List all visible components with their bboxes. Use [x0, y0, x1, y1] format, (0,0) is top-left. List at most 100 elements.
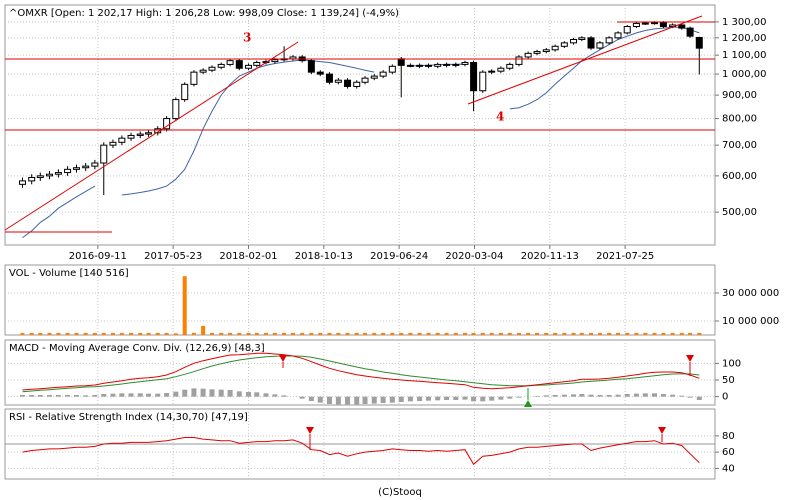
volume-bar	[254, 332, 259, 335]
histogram-bar	[254, 392, 260, 397]
histogram-bar	[335, 396, 341, 405]
volume-bar	[74, 332, 79, 335]
histogram-bar	[597, 395, 603, 397]
x-tick-label: 2020-03-04	[445, 251, 503, 262]
histogram-bar	[462, 396, 468, 400]
candle-body	[172, 99, 180, 120]
volume-bar	[56, 332, 61, 335]
histogram-bar	[83, 395, 89, 397]
volume-bar	[634, 332, 639, 335]
candle-body	[199, 69, 207, 73]
y-tick-label: 900,00	[722, 90, 757, 101]
histogram-bar	[552, 395, 558, 397]
candle-body	[596, 42, 604, 49]
histogram-bar	[579, 394, 585, 397]
histogram-bar	[371, 396, 377, 404]
volume-bar	[489, 332, 494, 335]
candle-body	[190, 71, 198, 85]
y-tick-label: 700,00	[722, 140, 757, 151]
volume-bar	[363, 332, 368, 335]
volume-bar	[526, 332, 531, 335]
x-tick-label: 2018-10-13	[295, 251, 353, 262]
volume-bar	[507, 332, 512, 335]
candle-body	[416, 64, 424, 67]
buy-signal	[524, 400, 532, 407]
histogram-bar	[380, 396, 386, 403]
x-tick-label: 2017-05-23	[144, 251, 202, 262]
x-tick-label: 2019-06-24	[370, 251, 428, 262]
volume-bar	[201, 325, 206, 335]
volume-bar	[336, 332, 341, 335]
candle-body	[524, 52, 532, 58]
histogram-bar	[101, 394, 107, 397]
candle-body	[515, 56, 523, 65]
footer: (C)Stooq	[378, 487, 422, 498]
histogram-bar	[480, 396, 486, 402]
candle-body	[497, 67, 505, 72]
histogram-bar	[543, 395, 549, 397]
volume-bar	[597, 332, 602, 335]
panel-title: VOL - Volume [140 516]	[9, 268, 129, 279]
candle-body	[181, 83, 189, 101]
histogram-bar	[119, 393, 125, 397]
volume-bar	[544, 332, 549, 335]
histogram-bar	[354, 396, 360, 405]
y-tick-label: 1 300,00	[722, 17, 767, 28]
y-tick-label: 10 000 000	[722, 316, 779, 327]
volume-bar	[399, 332, 404, 335]
volume-bar	[372, 332, 377, 335]
volume-bar	[129, 332, 134, 335]
histogram-bar	[660, 394, 666, 397]
sell-signal	[686, 355, 694, 362]
candle-body	[623, 26, 631, 34]
candle-body	[479, 71, 487, 92]
histogram-bar	[245, 392, 251, 397]
volume-bar	[471, 332, 476, 335]
volume-bar	[318, 332, 323, 335]
candle-body	[36, 175, 44, 179]
annotation: 3	[243, 31, 251, 45]
histogram-bar	[128, 393, 134, 397]
candle-body	[614, 32, 622, 39]
histogram-bar	[426, 396, 432, 401]
histogram-bar	[679, 395, 685, 397]
y-tick-label: 800,00	[722, 114, 757, 125]
candle-body	[686, 27, 694, 37]
volume-bar	[272, 332, 277, 335]
y-tick-label: 100	[722, 358, 741, 369]
candle-body	[452, 63, 460, 66]
volume-bar	[390, 332, 395, 335]
y-tick-label: 0	[722, 392, 728, 403]
histogram-bar	[633, 393, 639, 397]
volume-bar	[83, 332, 88, 335]
histogram-bar	[362, 396, 368, 404]
x-tick-label: 2016-09-11	[69, 251, 127, 262]
candle-body	[307, 60, 315, 73]
histogram-bar	[561, 394, 567, 397]
candle-body	[632, 22, 640, 28]
candle-body	[208, 66, 216, 71]
candle-body	[695, 36, 703, 49]
candle-body	[325, 73, 333, 83]
volume-bar	[65, 332, 70, 335]
volume-bar	[444, 332, 449, 335]
candle-body	[551, 45, 559, 51]
histogram-bar	[92, 395, 98, 397]
volume-bar	[290, 332, 295, 335]
candle-body	[470, 62, 478, 92]
candle-body	[542, 49, 550, 53]
histogram-bar	[173, 391, 179, 397]
candle-body	[406, 64, 414, 67]
sell-signal	[279, 355, 287, 362]
candle-body	[659, 22, 667, 28]
histogram-bar	[588, 394, 594, 397]
histogram-bar	[73, 395, 79, 397]
volume-bar	[697, 332, 702, 335]
y-tick-label: 50	[722, 375, 735, 386]
candle-body	[425, 64, 433, 67]
volume-bar	[173, 333, 178, 335]
volume-bar	[354, 332, 359, 335]
volume-bar	[408, 332, 413, 335]
candle-body	[578, 37, 586, 40]
